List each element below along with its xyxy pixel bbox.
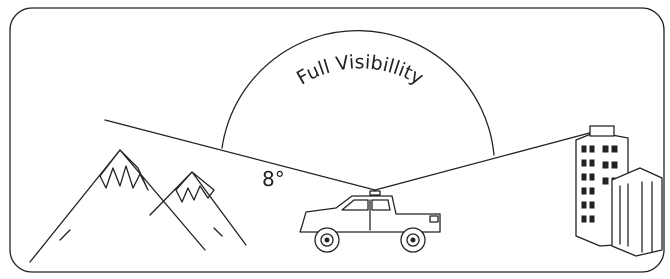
angle-label: 8°	[262, 167, 285, 191]
diagram: Full Visibillity 8°	[0, 0, 670, 279]
arc-label-path: Full Visibillity	[293, 51, 427, 89]
arc-label: Full Visibillity	[293, 51, 427, 89]
mountains	[30, 150, 246, 262]
truck	[300, 191, 440, 252]
page: Full Visibillity 8° (() => { co	[0, 0, 670, 279]
buildings	[576, 126, 662, 256]
visibility-arc	[222, 31, 494, 155]
